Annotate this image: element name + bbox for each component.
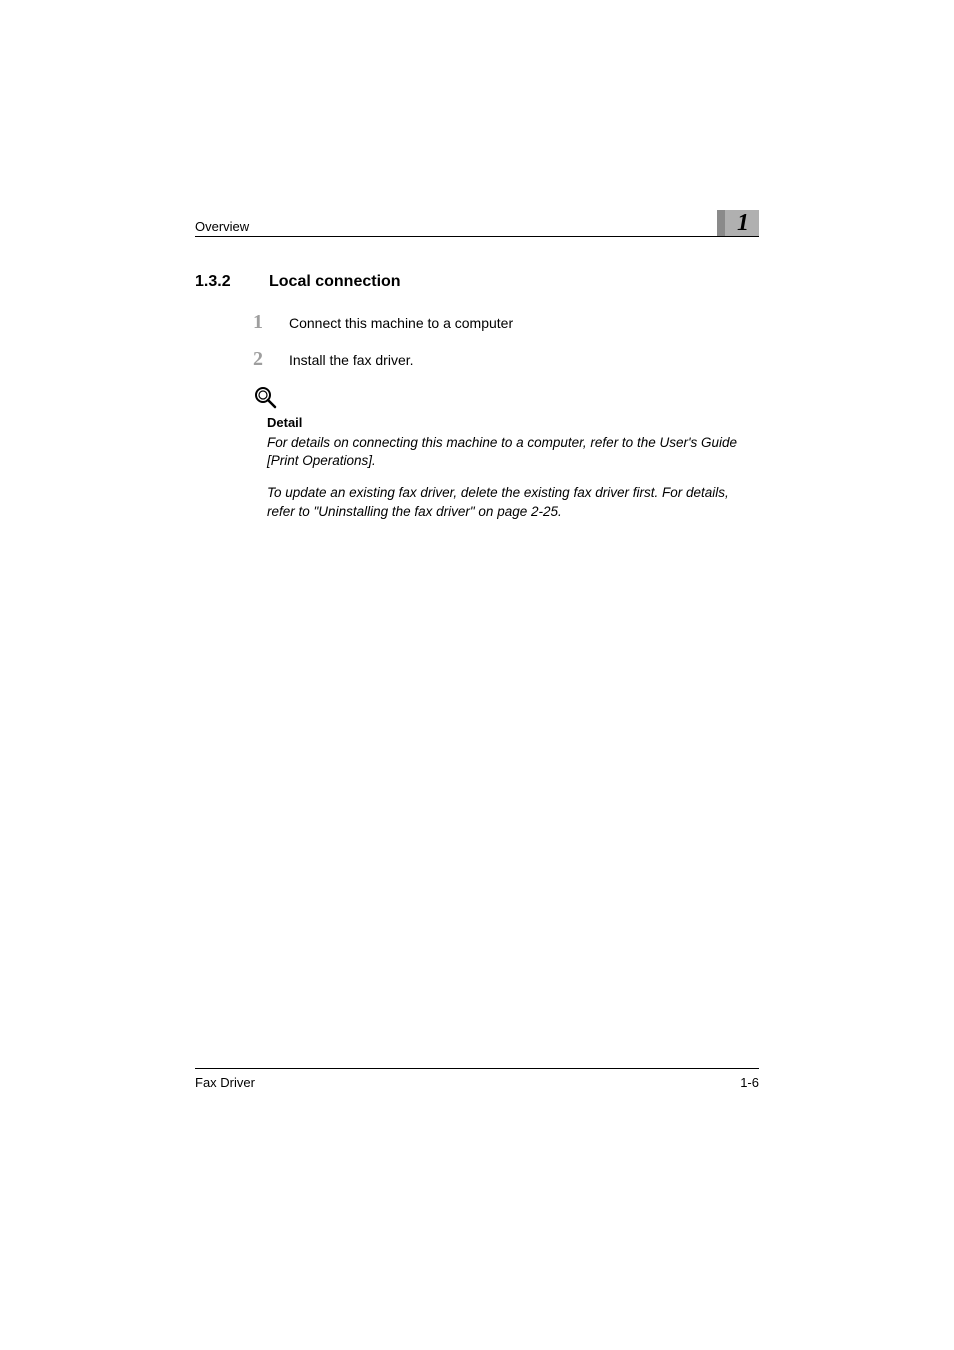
header-section-name: Overview [195, 219, 249, 234]
page-container: Overview 1 1.3.2 Local connection 1 Conn… [0, 0, 954, 1350]
section-heading-number: 1.3.2 [195, 273, 249, 291]
footer-page-number: 1-6 [740, 1075, 759, 1090]
page-header: Overview 1 [195, 210, 759, 237]
detail-paragraph: To update an existing fax driver, delete… [267, 484, 759, 520]
footer-document-title: Fax Driver [195, 1075, 255, 1090]
chapter-tab: 1 [717, 210, 759, 236]
step-number: 2 [253, 348, 289, 371]
detail-label: Detail [267, 415, 759, 430]
step-row: 2 Install the fax driver. [253, 348, 759, 371]
chapter-number: 1 [737, 210, 749, 237]
step-row: 1 Connect this machine to a computer [253, 311, 759, 334]
magnifier-icon [253, 385, 759, 411]
section-heading: 1.3.2 Local connection [195, 273, 759, 291]
step-text: Install the fax driver. [289, 352, 414, 368]
step-text: Connect this machine to a computer [289, 315, 513, 331]
step-number: 1 [253, 311, 289, 334]
section-heading-title: Local connection [269, 273, 401, 291]
detail-block: Detail For details on connecting this ma… [267, 415, 759, 521]
detail-paragraph: For details on connecting this machine t… [267, 434, 759, 470]
page-footer: Fax Driver 1-6 [195, 1068, 759, 1090]
